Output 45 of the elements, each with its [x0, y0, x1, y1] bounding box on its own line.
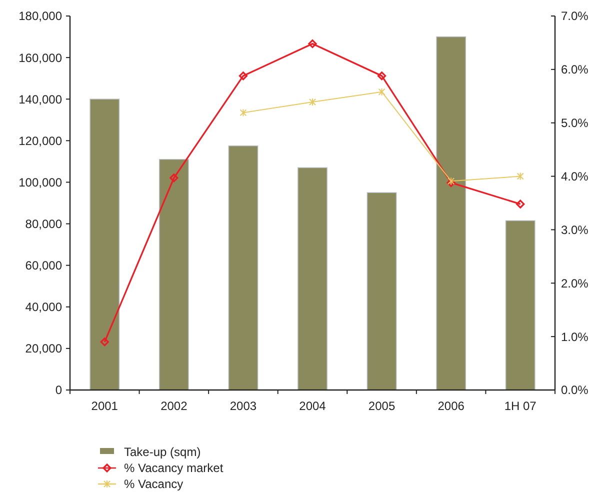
point	[516, 200, 525, 208]
point	[308, 39, 317, 48]
x-tick-label: 2003	[230, 399, 257, 413]
bar	[505, 220, 536, 390]
y-tick-label: 60,000	[25, 258, 62, 273]
y-tick-label: 140,000	[18, 92, 62, 106]
point	[100, 338, 109, 346]
y-tick-label: 20,000	[25, 342, 62, 356]
y2-tick-label: 1.0%	[561, 330, 589, 344]
x-tick-label: 1H 07	[504, 399, 537, 413]
x-tick-label: 2001	[91, 399, 118, 413]
y-tick-label: 100,000	[18, 175, 62, 190]
point	[309, 98, 316, 106]
y-tick-label: 160,000	[18, 50, 62, 65]
x-tick-label: 2002	[160, 399, 188, 413]
bar	[90, 98, 120, 390]
x-tick-label: 2006	[438, 399, 465, 413]
point	[170, 174, 178, 182]
y-tick-label: 180,000	[18, 9, 62, 24]
bar	[366, 192, 397, 390]
y2-tick-label: 2.0%	[561, 276, 589, 290]
y2-tick-label: 6.0%	[561, 62, 589, 77]
y2-tick-label: 7.0%	[561, 9, 589, 24]
y-tick-label: 120,000	[18, 134, 62, 148]
bar	[298, 167, 328, 390]
x-tick-label: 2004	[299, 399, 326, 413]
x-tick-label: 2005	[368, 399, 396, 413]
point	[238, 72, 248, 80]
y-tick-label: 40,000	[25, 300, 62, 314]
legend-label: % Vacancy	[124, 477, 184, 492]
point	[377, 72, 386, 80]
bar	[228, 145, 258, 390]
y2-tick-label: 5.0%	[561, 116, 589, 130]
point	[240, 108, 247, 117]
legend-label: Take-up (sqm)	[124, 445, 201, 460]
point	[378, 88, 386, 96]
y-tick-label: 80,000	[25, 216, 62, 231]
point	[516, 172, 524, 180]
bar	[436, 36, 466, 390]
legend-label: % Vacancy market	[124, 461, 224, 476]
y2-tick-label: 3.0%	[561, 222, 589, 237]
y2-tick-label: 0.0%	[561, 383, 589, 398]
bar	[158, 158, 189, 390]
y-tick-label: 0	[55, 383, 62, 398]
y2-tick-label: 4.0%	[561, 169, 589, 184]
